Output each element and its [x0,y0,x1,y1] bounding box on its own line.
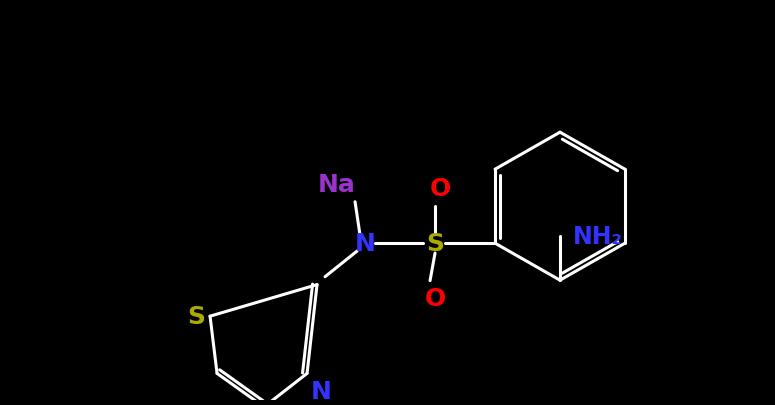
Text: S: S [426,232,444,256]
Text: NH₂: NH₂ [573,224,623,248]
Text: N: N [355,232,375,256]
Text: O: O [425,287,446,311]
Text: O: O [429,177,451,200]
Text: N: N [311,379,332,403]
Text: S: S [187,305,205,328]
Text: Na: Na [318,173,356,196]
